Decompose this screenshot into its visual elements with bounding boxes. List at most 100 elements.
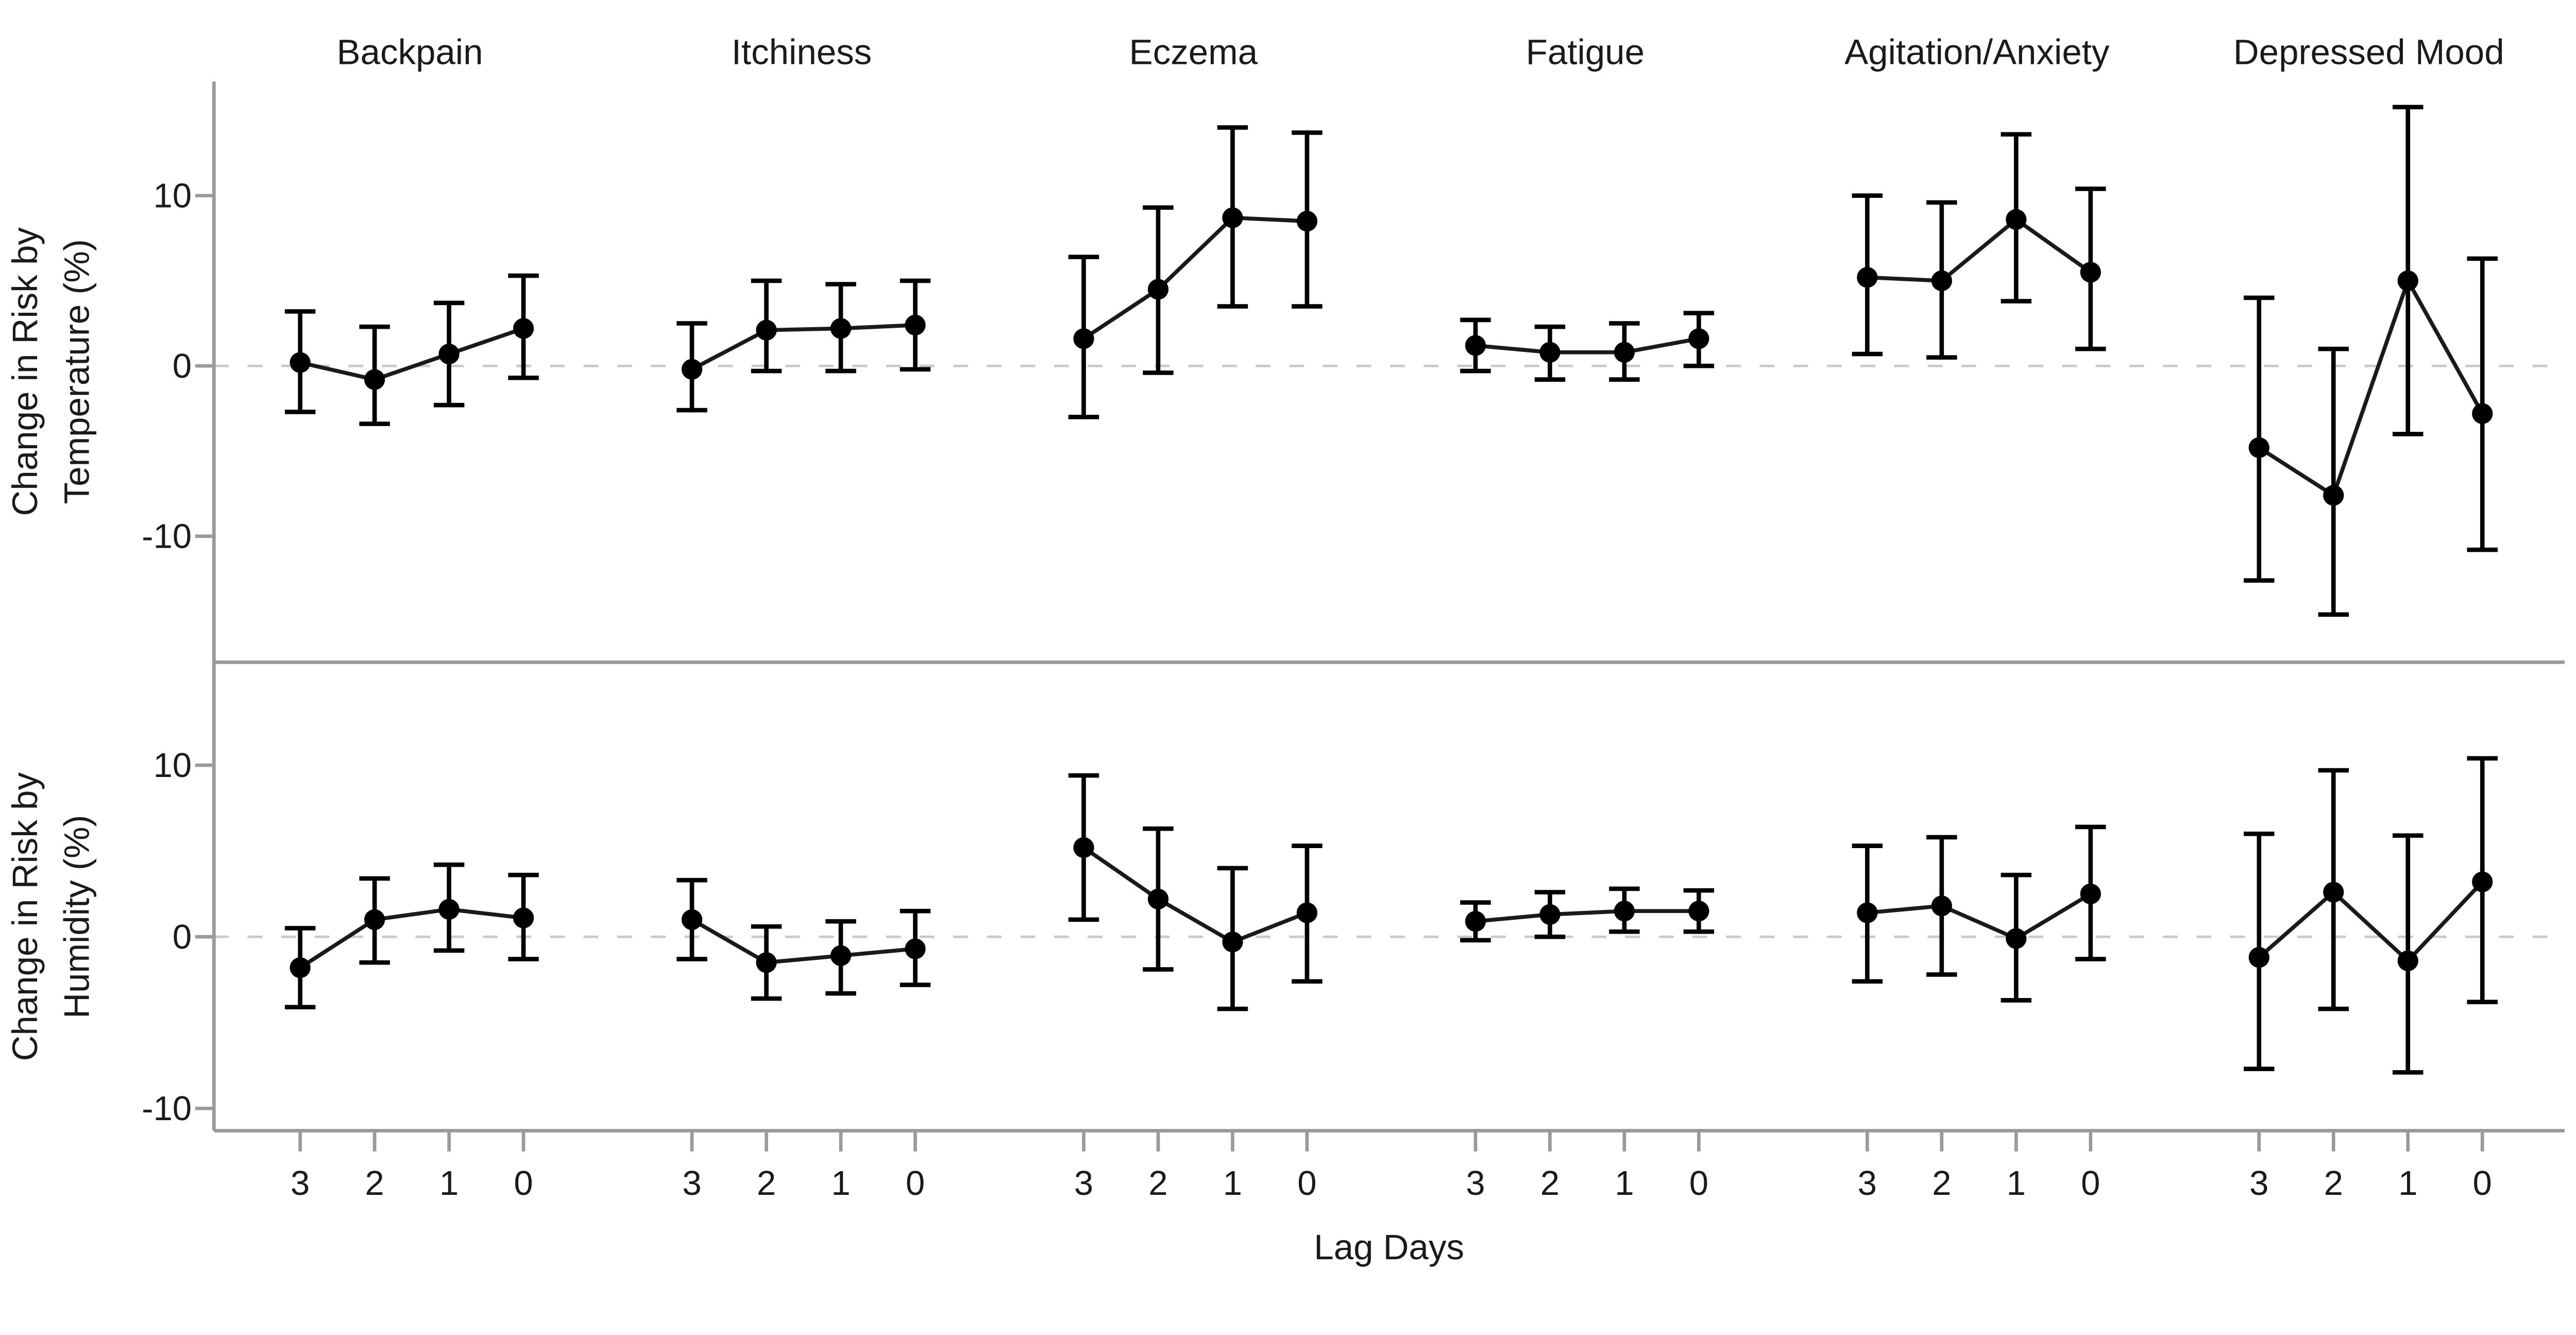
data-point — [2080, 262, 2101, 283]
data-point — [290, 957, 311, 978]
series-line — [299, 907, 524, 970]
data-point — [438, 343, 460, 365]
panel-title: Fatigue — [1526, 32, 1645, 72]
data-point — [2006, 209, 2027, 230]
data-point — [1073, 328, 1094, 349]
x-tick-label: 3 — [291, 1164, 310, 1203]
panel-title: Backpain — [337, 32, 483, 72]
series-line — [691, 918, 916, 965]
y-tick-label: 0 — [173, 347, 192, 385]
series-line — [2258, 276, 2484, 499]
x-tick-label: 0 — [1689, 1164, 1708, 1203]
data-point — [756, 952, 777, 973]
data-point — [1222, 931, 1243, 953]
x-tick-label: 2 — [1540, 1164, 1560, 1203]
data-point — [1465, 335, 1486, 356]
x-tick-label: 2 — [365, 1164, 384, 1203]
x-tick-label: 1 — [1615, 1164, 1634, 1203]
series-line — [1082, 215, 1308, 341]
data-point — [364, 369, 385, 390]
x-tick-label: 3 — [1858, 1164, 1877, 1203]
data-point — [2323, 882, 2344, 903]
y-tick-label: -10 — [142, 1089, 192, 1128]
series-line — [1082, 846, 1308, 944]
data-point — [756, 319, 777, 341]
y-axis-label-humidity-line1: Change in Risk by — [5, 772, 45, 1061]
x-tick-label: 2 — [757, 1164, 776, 1203]
y-tick-label: -10 — [142, 517, 192, 556]
x-axis-label: Lag Days — [1314, 1227, 1464, 1267]
data-point — [2006, 928, 2027, 949]
data-point — [1465, 911, 1486, 932]
x-tick-label: 3 — [1074, 1164, 1093, 1203]
y-tick-label: 10 — [153, 177, 192, 215]
x-tick-label: 3 — [682, 1164, 701, 1203]
data-point — [1539, 904, 1561, 925]
data-point — [830, 318, 852, 339]
series-line — [1867, 892, 2092, 941]
y-tick-label: 10 — [153, 746, 192, 785]
data-point — [2248, 947, 2269, 968]
x-tick-label: 3 — [2249, 1164, 2268, 1203]
x-tick-label: 2 — [1148, 1164, 1167, 1203]
data-point — [681, 359, 703, 380]
series-line — [1475, 909, 1699, 923]
series-line — [2258, 880, 2484, 964]
data-point — [1614, 342, 1635, 363]
y-axis-label-temperature-line1: Change in Risk by — [5, 227, 45, 516]
x-tick-label: 3 — [1466, 1164, 1485, 1203]
data-point — [2397, 950, 2418, 971]
x-tick-label: 2 — [2324, 1164, 2343, 1203]
x-tick-label: 1 — [2398, 1164, 2417, 1203]
x-tick-label: 2 — [1932, 1164, 1951, 1203]
data-point — [1222, 207, 1243, 228]
series-line — [1475, 336, 1700, 354]
data-point — [2248, 437, 2269, 458]
data-point — [830, 945, 852, 966]
x-tick-label: 0 — [2473, 1164, 2492, 1203]
data-point — [1931, 270, 1952, 292]
data-point — [2397, 270, 2418, 292]
data-point — [2472, 403, 2493, 424]
x-tick-label: 0 — [514, 1164, 533, 1203]
data-point — [1931, 895, 1952, 917]
panel-title: Depressed Mood — [2233, 32, 2504, 72]
panel-title: Itchiness — [732, 32, 872, 72]
data-point — [438, 899, 460, 920]
data-point — [290, 352, 311, 373]
data-point — [2080, 883, 2101, 905]
x-tick-label: 1 — [1223, 1164, 1242, 1203]
panel-title: Agitation/Anxiety — [1844, 32, 2110, 72]
data-point — [905, 314, 926, 336]
x-tick-label: 1 — [2007, 1164, 2026, 1203]
y-tick-label: 0 — [173, 918, 192, 956]
data-point — [513, 907, 534, 928]
data-point — [1147, 279, 1169, 300]
data-point — [1688, 328, 1709, 349]
data-point — [1073, 837, 1094, 858]
data-point — [513, 318, 534, 339]
data-point — [2323, 485, 2344, 506]
data-point — [2472, 871, 2493, 892]
data-point — [1539, 342, 1561, 363]
series-line — [299, 326, 524, 382]
data-point — [1857, 902, 1878, 923]
data-point — [681, 909, 703, 930]
panel-title: Eczema — [1129, 32, 1258, 72]
series-line — [1867, 217, 2092, 283]
data-point — [905, 938, 926, 959]
data-point — [1857, 267, 1878, 288]
x-tick-label: 0 — [906, 1164, 925, 1203]
data-point — [1147, 888, 1169, 910]
data-point — [1296, 211, 1318, 232]
x-tick-label: 1 — [831, 1164, 850, 1203]
y-axis-label-temperature-line2: Temperature (%) — [57, 239, 97, 504]
x-tick-label: 1 — [439, 1164, 459, 1203]
series-line — [691, 323, 916, 371]
x-tick-label: 0 — [1297, 1164, 1316, 1203]
data-point — [1614, 901, 1635, 922]
y-axis-label-humidity-line2: Humidity (%) — [57, 815, 97, 1019]
data-point — [1296, 902, 1318, 923]
